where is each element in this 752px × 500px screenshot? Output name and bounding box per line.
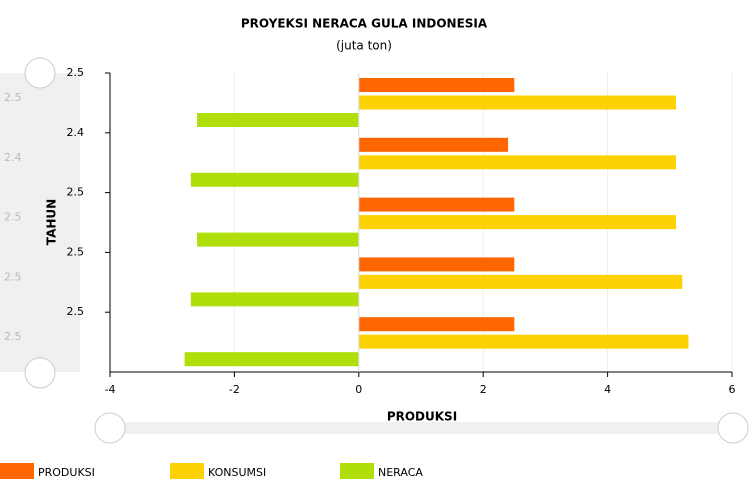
scrollbar-grip[interactable] <box>94 412 126 444</box>
bar <box>190 172 359 187</box>
bar <box>197 113 359 127</box>
y-scrollbar[interactable] <box>0 73 80 372</box>
x-tick-label: -4 <box>105 383 116 396</box>
scrollbar-label: 2.5 <box>4 270 22 283</box>
bar <box>358 155 677 170</box>
bar <box>358 334 689 349</box>
y-tick-label: 2.5 <box>67 66 85 79</box>
y-tick-label: 2.5 <box>67 245 85 258</box>
y-axis-label: TAHUN <box>45 199 59 245</box>
x-axis-label: PRODUKSI <box>387 410 457 424</box>
scrollbar-grip[interactable] <box>24 357 56 389</box>
chart-subtitle: (juta ton) <box>336 39 392 53</box>
bar <box>358 137 509 152</box>
legend-label: PRODUKSI <box>38 466 95 479</box>
y-tick-label: 2.5 <box>67 186 85 199</box>
scrollbar-grip[interactable] <box>24 57 56 89</box>
x-tick-label: 2 <box>480 383 487 396</box>
legend-swatch <box>340 463 374 479</box>
scrollbar-grip[interactable] <box>717 412 749 444</box>
scrollbar-label: 2.5 <box>4 211 22 224</box>
x-scrollbar[interactable] <box>110 422 732 434</box>
y-tick-label: 2.5 <box>67 305 85 318</box>
chart-title: PROYEKSI NERACA GULA INDONESIA <box>241 17 488 31</box>
bar <box>358 257 515 272</box>
bar <box>358 78 515 92</box>
x-tick-label: 0 <box>355 383 362 396</box>
x-tick-label: 6 <box>729 383 736 396</box>
bar <box>197 232 359 247</box>
bar <box>184 352 359 367</box>
y-tick-label: 2.4 <box>67 126 85 139</box>
scrollbar-label: 2.5 <box>4 330 22 343</box>
bar <box>358 317 515 332</box>
x-tick-label: -2 <box>229 383 240 396</box>
legend-swatch <box>0 463 34 479</box>
bar <box>358 197 515 212</box>
legend-swatch <box>170 463 204 479</box>
bar <box>358 95 677 110</box>
scrollbar-label: 2.4 <box>4 151 22 164</box>
scrollbar-label: 2.5 <box>4 91 22 104</box>
bar <box>358 274 683 289</box>
bar <box>190 292 359 307</box>
legend-label: NERACA <box>378 466 423 479</box>
x-tick-label: 4 <box>604 383 611 396</box>
bar <box>358 215 677 230</box>
legend-label: KONSUMSI <box>208 466 266 479</box>
